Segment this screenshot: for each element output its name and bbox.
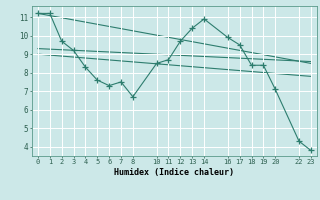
X-axis label: Humidex (Indice chaleur): Humidex (Indice chaleur) (115, 168, 234, 177)
